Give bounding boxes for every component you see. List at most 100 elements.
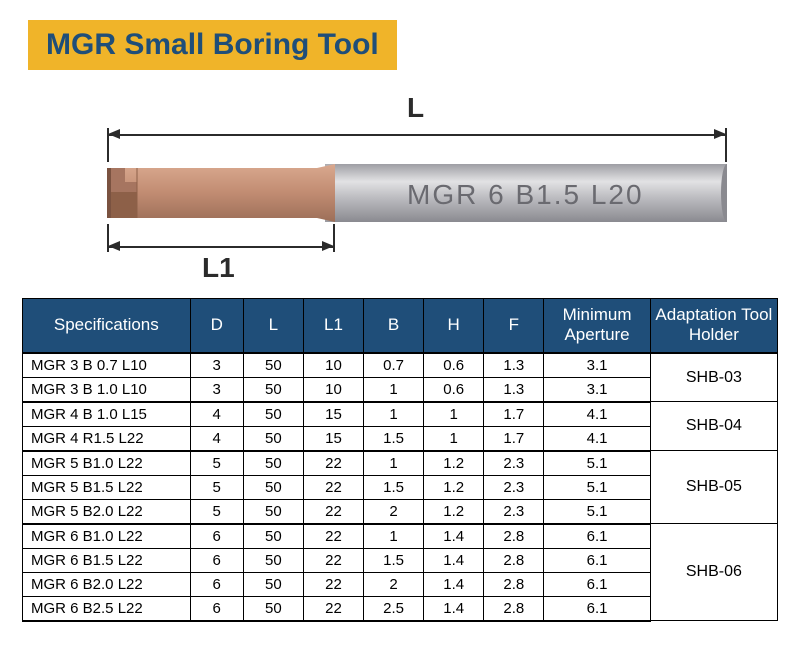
table-cell: 4 (190, 402, 243, 427)
col-d: D (190, 299, 243, 353)
table-row: MGR 5 B1.0 L225502211.22.35.1SHB-05 (23, 451, 778, 476)
table-cell: 50 (243, 402, 303, 427)
table-cell: 3.1 (544, 353, 650, 378)
table-cell: 50 (243, 596, 303, 621)
table-cell: 2 (364, 572, 424, 596)
table-cell: 50 (243, 524, 303, 549)
table-cell: 5 (190, 499, 243, 524)
table-cell: 1.7 (484, 402, 544, 427)
table-cell: 0.7 (364, 353, 424, 378)
table-row: MGR 4 B 1.0 L1545015111.74.1SHB-04 (23, 402, 778, 427)
table-cell: 1 (424, 402, 484, 427)
table-cell: 3 (190, 377, 243, 402)
table-cell: 50 (243, 548, 303, 572)
col-l1: L1 (303, 299, 363, 353)
tool-body: MGR 6 B1.5 L20 (107, 162, 727, 224)
spec-table: Specifications D L L1 B H F Minimum Aper… (22, 298, 778, 622)
table-cell: 2.8 (484, 596, 544, 621)
table-cell: 1.5 (364, 426, 424, 451)
table-cell: MGR 3 B 1.0 L10 (23, 377, 191, 402)
table-cell: 22 (303, 524, 363, 549)
table-cell: 22 (303, 548, 363, 572)
table-cell: 1 (364, 402, 424, 427)
table-cell: 1.5 (364, 548, 424, 572)
table-cell: 6 (190, 596, 243, 621)
table-cell: 6 (190, 524, 243, 549)
table-cell: 2.8 (484, 548, 544, 572)
table-cell: 6.1 (544, 596, 650, 621)
table-cell: 1 (364, 524, 424, 549)
table-cell: 1.2 (424, 475, 484, 499)
table-cell: 50 (243, 426, 303, 451)
table-cell: MGR 6 B1.5 L22 (23, 548, 191, 572)
table-cell: 5.1 (544, 451, 650, 476)
tool-holder-cell: SHB-04 (650, 402, 777, 451)
dim-l1-label: L1 (202, 252, 235, 284)
table-cell: 1.5 (364, 475, 424, 499)
table-cell: 1.3 (484, 377, 544, 402)
table-cell: 50 (243, 377, 303, 402)
table-cell: 1.3 (484, 353, 544, 378)
table-cell: 22 (303, 572, 363, 596)
table-cell: 22 (303, 499, 363, 524)
spec-table-wrap: Specifications D L L1 B H F Minimum Aper… (22, 298, 778, 622)
table-cell: 50 (243, 451, 303, 476)
table-cell: 1 (364, 451, 424, 476)
table-cell: 6.1 (544, 524, 650, 549)
col-l: L (243, 299, 303, 353)
table-cell: 6 (190, 572, 243, 596)
table-cell: 3 (190, 353, 243, 378)
table-cell: 2 (364, 499, 424, 524)
table-cell: 15 (303, 402, 363, 427)
col-h: H (424, 299, 484, 353)
tool-holder-cell: SHB-03 (650, 353, 777, 402)
table-cell: 2.5 (364, 596, 424, 621)
table-cell: 10 (303, 353, 363, 378)
table-cell: 6.1 (544, 572, 650, 596)
col-tool-holder: Adaptation Tool Holder (650, 299, 777, 353)
table-cell: 1 (364, 377, 424, 402)
table-cell: MGR 5 B1.5 L22 (23, 475, 191, 499)
col-b: B (364, 299, 424, 353)
table-cell: MGR 4 R1.5 L22 (23, 426, 191, 451)
table-cell: 22 (303, 475, 363, 499)
col-specifications: Specifications (23, 299, 191, 353)
table-cell: 2.3 (484, 475, 544, 499)
table-cell: MGR 6 B2.5 L22 (23, 596, 191, 621)
table-cell: 10 (303, 377, 363, 402)
table-cell: 1.7 (484, 426, 544, 451)
table-cell: 1.2 (424, 451, 484, 476)
table-cell: 1 (424, 426, 484, 451)
table-cell: MGR 6 B2.0 L22 (23, 572, 191, 596)
col-min-aperture: Minimum Aperture (544, 299, 650, 353)
table-cell: 2.3 (484, 451, 544, 476)
table-cell: 15 (303, 426, 363, 451)
col-f: F (484, 299, 544, 353)
tool-holder-cell: SHB-06 (650, 524, 777, 621)
table-cell: MGR 4 B 1.0 L15 (23, 402, 191, 427)
table-cell: 22 (303, 451, 363, 476)
table-cell: 50 (243, 572, 303, 596)
table-cell: 6.1 (544, 548, 650, 572)
table-cell: 50 (243, 499, 303, 524)
table-cell: 6 (190, 548, 243, 572)
dim-l-label: L (407, 92, 424, 124)
table-cell: 2.8 (484, 572, 544, 596)
table-cell: 5.1 (544, 499, 650, 524)
table-cell: 4.1 (544, 402, 650, 427)
table-cell: 4.1 (544, 426, 650, 451)
table-cell: 4 (190, 426, 243, 451)
table-cell: 50 (243, 353, 303, 378)
table-cell: 1.4 (424, 524, 484, 549)
table-cell: MGR 3 B 0.7 L10 (23, 353, 191, 378)
table-cell: MGR 5 B1.0 L22 (23, 451, 191, 476)
table-row: MGR 6 B1.0 L226502211.42.86.1SHB-06 (23, 524, 778, 549)
table-cell: 2.8 (484, 524, 544, 549)
tool-holder-cell: SHB-05 (650, 451, 777, 524)
table-cell: 5 (190, 475, 243, 499)
table-cell: 2.3 (484, 499, 544, 524)
table-cell: 3.1 (544, 377, 650, 402)
title-banner: MGR Small Boring Tool (28, 20, 397, 70)
table-cell: 1.4 (424, 596, 484, 621)
table-cell: 1.2 (424, 499, 484, 524)
